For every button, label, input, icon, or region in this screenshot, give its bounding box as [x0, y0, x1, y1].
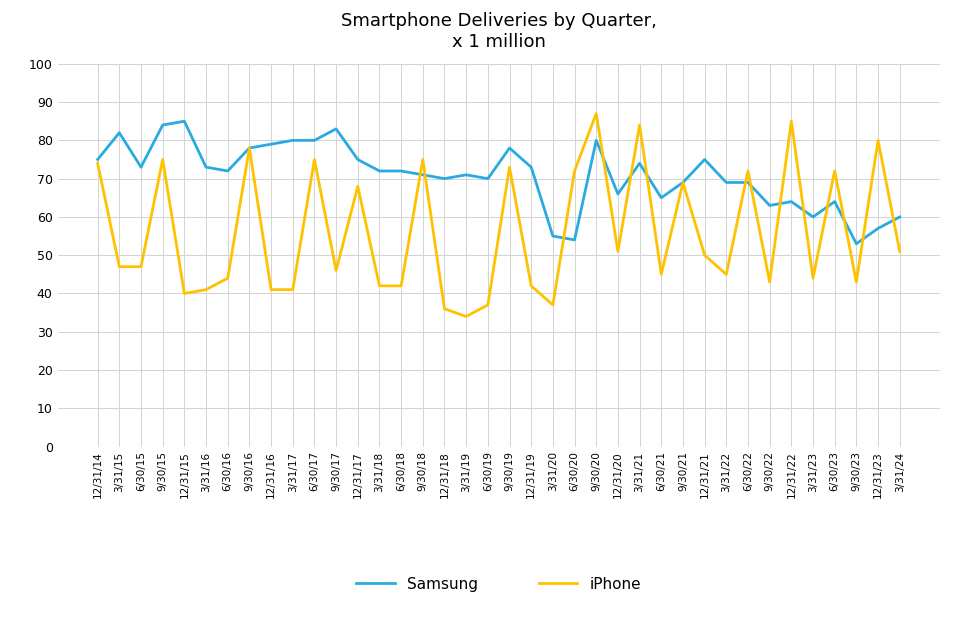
Samsung [634, 160, 645, 167]
iPhone [612, 248, 623, 255]
iPhone [569, 167, 580, 175]
iPhone [482, 301, 494, 309]
iPhone [634, 121, 645, 129]
iPhone [894, 248, 905, 255]
iPhone [374, 282, 386, 290]
Samsung [526, 163, 537, 171]
Samsung [851, 240, 862, 248]
iPhone [873, 137, 884, 144]
Samsung [309, 137, 320, 144]
iPhone [742, 167, 754, 175]
iPhone [244, 144, 255, 152]
iPhone [720, 271, 732, 278]
Samsung [330, 125, 341, 133]
Samsung [873, 225, 884, 232]
Samsung [699, 156, 711, 163]
iPhone [829, 167, 840, 175]
Samsung [807, 213, 819, 221]
Samsung [178, 117, 190, 125]
Samsung [591, 137, 602, 144]
Samsung [113, 129, 125, 137]
Samsung [785, 198, 797, 205]
iPhone [266, 286, 277, 293]
Samsung [503, 144, 515, 152]
Samsung [612, 190, 623, 198]
Samsung [438, 175, 450, 182]
iPhone [92, 160, 104, 167]
iPhone [699, 251, 711, 259]
Samsung [720, 179, 732, 186]
Legend: Samsung, iPhone: Samsung, iPhone [357, 577, 641, 591]
iPhone [438, 305, 450, 313]
iPhone [157, 156, 169, 163]
iPhone [309, 156, 320, 163]
Title: Smartphone Deliveries by Quarter,
x 1 million: Smartphone Deliveries by Quarter, x 1 mi… [340, 12, 657, 51]
Samsung [395, 167, 407, 175]
Samsung [548, 232, 559, 240]
Line: iPhone: iPhone [98, 114, 900, 316]
iPhone [113, 263, 125, 271]
Samsung [266, 140, 277, 148]
Samsung [656, 194, 667, 202]
Samsung [677, 179, 689, 186]
Samsung [92, 156, 104, 163]
Samsung [244, 144, 255, 152]
Samsung [352, 156, 363, 163]
Samsung [374, 167, 386, 175]
Samsung [287, 137, 298, 144]
iPhone [417, 156, 429, 163]
iPhone [200, 286, 212, 293]
Samsung [894, 213, 905, 221]
iPhone [851, 278, 862, 286]
Samsung [764, 202, 776, 209]
Samsung [460, 171, 472, 179]
Line: Samsung: Samsung [98, 121, 900, 244]
iPhone [352, 182, 363, 190]
iPhone [178, 290, 190, 297]
iPhone [287, 286, 298, 293]
iPhone [330, 267, 341, 274]
Samsung [829, 198, 840, 205]
Samsung [417, 171, 429, 179]
Samsung [742, 179, 754, 186]
iPhone [591, 110, 602, 117]
iPhone [222, 274, 233, 282]
iPhone [807, 274, 819, 282]
iPhone [395, 282, 407, 290]
iPhone [526, 282, 537, 290]
iPhone [135, 263, 147, 271]
iPhone [656, 271, 667, 278]
iPhone [677, 179, 689, 186]
iPhone [503, 163, 515, 171]
iPhone [460, 313, 472, 320]
Samsung [157, 121, 169, 129]
Samsung [200, 163, 212, 171]
iPhone [548, 301, 559, 309]
iPhone [764, 278, 776, 286]
Samsung [569, 236, 580, 244]
Samsung [135, 163, 147, 171]
iPhone [785, 117, 797, 125]
Samsung [222, 167, 233, 175]
Samsung [482, 175, 494, 182]
